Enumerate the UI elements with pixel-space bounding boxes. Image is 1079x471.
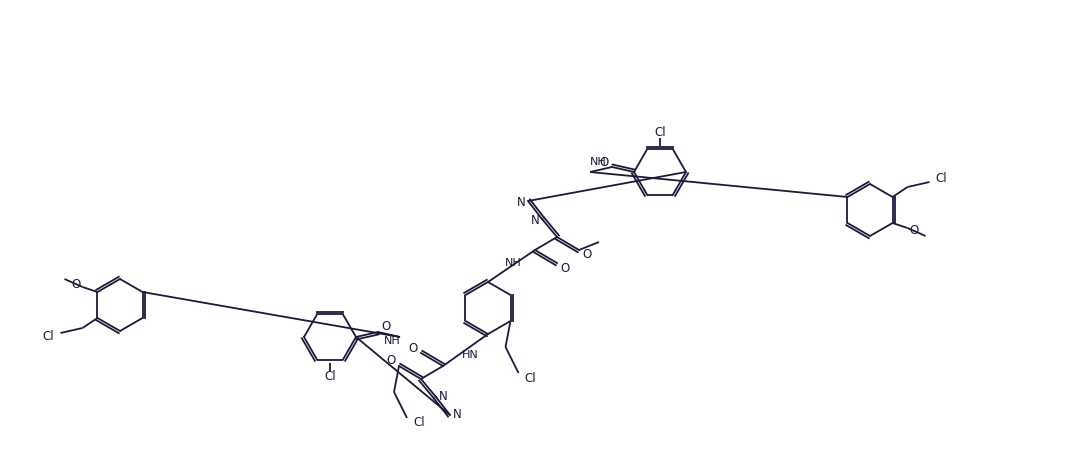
Text: Cl: Cl bbox=[43, 330, 54, 342]
Text: NH: NH bbox=[589, 157, 606, 167]
Text: Cl: Cl bbox=[524, 372, 536, 384]
Text: O: O bbox=[381, 320, 391, 333]
Text: O: O bbox=[583, 249, 591, 261]
Text: O: O bbox=[909, 224, 918, 236]
Text: O: O bbox=[599, 155, 609, 169]
Text: N: N bbox=[517, 195, 525, 209]
Text: Cl: Cl bbox=[324, 370, 336, 382]
Text: O: O bbox=[408, 341, 418, 355]
Text: Cl: Cl bbox=[935, 172, 947, 186]
Text: N: N bbox=[439, 390, 448, 403]
Text: N: N bbox=[531, 213, 540, 227]
Text: O: O bbox=[386, 355, 396, 367]
Text: Cl: Cl bbox=[413, 416, 425, 430]
Text: N: N bbox=[452, 407, 462, 421]
Text: NH: NH bbox=[384, 336, 400, 346]
Text: Cl: Cl bbox=[654, 127, 666, 139]
Text: NH: NH bbox=[505, 258, 521, 268]
Text: O: O bbox=[560, 261, 570, 275]
Text: O: O bbox=[72, 278, 81, 292]
Text: HN: HN bbox=[462, 350, 478, 360]
